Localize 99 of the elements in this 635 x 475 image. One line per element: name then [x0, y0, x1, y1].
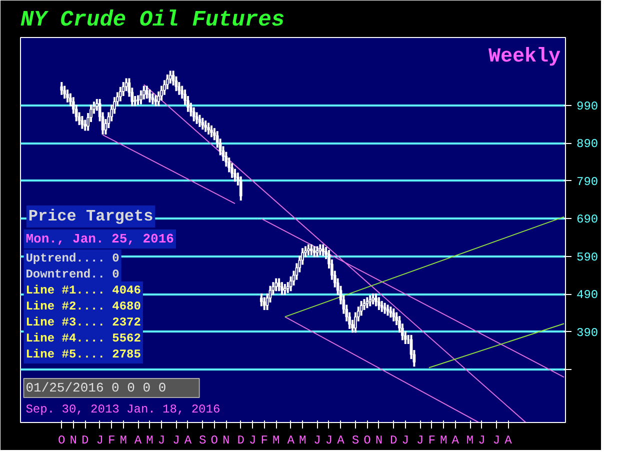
annotation: 01/25/2016 0 0 0 0 — [26, 380, 166, 396]
x-tick-label: N — [375, 434, 383, 448]
x-tick-label: A — [287, 434, 296, 448]
x-tick-label: J — [158, 434, 166, 448]
x-tick-label: J — [492, 434, 500, 448]
x-tick-label: A — [504, 434, 513, 448]
candlestick — [318, 243, 322, 256]
candlestick — [274, 277, 278, 292]
candlestick — [239, 175, 242, 202]
candlestick — [201, 116, 204, 131]
annotation: Line #3.... 2372 — [26, 315, 141, 330]
candlestick — [204, 120, 208, 133]
candlestick — [278, 277, 280, 292]
x-tick-label: J — [402, 434, 409, 448]
candlestick — [148, 88, 152, 104]
candlestick — [151, 92, 154, 106]
candlestick — [368, 294, 372, 308]
candlestick — [80, 115, 84, 130]
y-tick-label: 590 — [576, 250, 598, 264]
x-tick-label: N — [70, 434, 77, 448]
annotation: Downtrend.. 0 — [26, 267, 120, 282]
y-tick-label: 690 — [576, 212, 598, 227]
x-tick-label: J — [249, 434, 256, 448]
annotation: Mon., Jan. 25, 2016 — [26, 231, 174, 246]
candlestick — [389, 306, 392, 319]
x-tick-label: A — [337, 434, 346, 448]
candlestick — [207, 122, 210, 136]
candlestick — [262, 296, 266, 312]
candlestick — [383, 302, 386, 315]
x-tick-label: A — [184, 434, 192, 448]
x-tick-label: F — [428, 434, 436, 448]
candlestick — [60, 81, 64, 96]
x-tick-label: M — [440, 434, 448, 448]
candlestick — [140, 89, 142, 106]
x-tick-label: F — [108, 434, 116, 448]
x-tick-label: O — [58, 434, 66, 448]
candlestick — [392, 308, 396, 322]
candlestick — [260, 292, 263, 308]
x-tick-label: D — [82, 434, 89, 448]
candlestick — [362, 298, 366, 312]
candlestick — [310, 243, 313, 256]
x-tick-label: M — [272, 434, 280, 448]
x-tick-label: A — [134, 434, 142, 448]
x-tick-label: O — [210, 434, 218, 448]
candlestick — [195, 111, 198, 125]
x-tick-label: N — [222, 434, 230, 448]
annotation: Line #1.... 4046 — [26, 283, 141, 298]
candlestick — [306, 243, 310, 256]
candlestick — [157, 90, 160, 108]
x-tick-label: M — [120, 434, 127, 448]
candlestick — [168, 70, 172, 85]
candlestick — [377, 296, 380, 312]
annotation: Price Targets — [28, 207, 154, 226]
annotation: Uptrend.... 0 — [26, 251, 120, 266]
x-tick-label: A — [452, 434, 460, 448]
candlestick — [66, 88, 69, 104]
annotation: Line #2.... 4680 — [26, 299, 141, 314]
y-tick-label: 390 — [576, 326, 598, 340]
x-tick-label: J — [478, 434, 486, 448]
x-tick-label: J — [416, 434, 424, 448]
x-tick-label: D — [390, 434, 398, 448]
x-tick-label: O — [364, 434, 371, 448]
candlestick — [136, 94, 140, 106]
x-tick-label: J — [172, 434, 180, 448]
x-tick-label: F — [260, 434, 268, 448]
x-tick-label: J — [314, 434, 321, 448]
candlestick — [322, 243, 325, 258]
annotation: Line #5.... 2785 — [26, 347, 141, 362]
chart-subtitle: Weekly — [488, 46, 561, 68]
candlestick — [283, 282, 286, 296]
candlestick — [198, 114, 202, 128]
candlestick — [154, 94, 158, 108]
candlestick — [280, 281, 284, 296]
candlestick — [122, 81, 125, 98]
candlestick — [210, 124, 213, 138]
chart-title: NY Crude Oil Futures — [20, 8, 285, 32]
y-tick-label: 790 — [576, 174, 598, 189]
x-tick-label: S — [199, 434, 206, 448]
annotation: Sep. 30, 2013 Jan. 18, 2016 — [26, 402, 220, 416]
x-tick-label: D — [237, 434, 244, 448]
x-tick-label: M — [298, 434, 306, 448]
candlestick — [380, 300, 384, 313]
candlestick — [142, 84, 146, 100]
y-tick-label: 490 — [576, 288, 598, 302]
x-tick-label: S — [352, 434, 360, 448]
candlestick — [366, 296, 369, 310]
y-tick-label: 990 — [576, 99, 598, 114]
candlestick — [192, 106, 196, 122]
x-tick-label: M — [146, 434, 154, 448]
candlestick — [374, 292, 378, 308]
candlestick — [372, 292, 374, 306]
x-tick-label: J — [325, 434, 333, 448]
candlestick — [118, 86, 122, 102]
candlestick — [145, 84, 148, 100]
x-tick-label: J — [96, 434, 104, 448]
y-tick-label: 890 — [576, 137, 598, 152]
annotation: Line #4.... 5562 — [26, 331, 141, 346]
x-tick-label: M — [466, 434, 474, 448]
candlestick — [63, 84, 66, 100]
